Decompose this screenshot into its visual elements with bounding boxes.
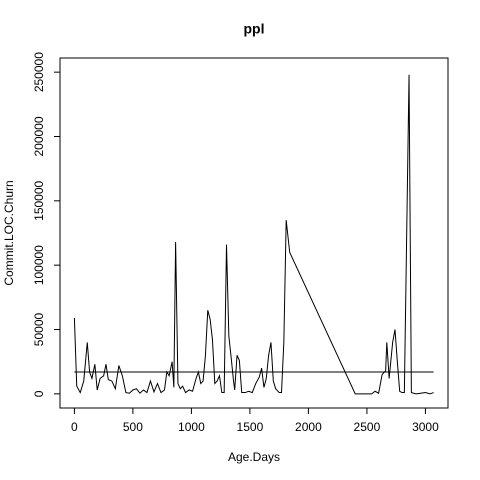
- y-tick-label: 150000: [32, 180, 46, 220]
- plot-frame: [59, 57, 449, 409]
- x-tick-label: 1500: [237, 420, 264, 434]
- x-tick-label: 0: [71, 420, 78, 434]
- y-tick-label: 200000: [32, 116, 46, 156]
- x-axis-label: Age.Days: [228, 450, 280, 464]
- x-tick-label: 3000: [412, 420, 439, 434]
- y-tick-label: 50000: [32, 312, 46, 346]
- chart-title: ppl: [244, 21, 265, 37]
- x-tick-label: 1000: [178, 420, 205, 434]
- y-tick-label: 100000: [32, 245, 46, 285]
- x-tick-label: 2000: [295, 420, 322, 434]
- data-line: [73, 74, 434, 395]
- x-tick-label: 500: [123, 420, 143, 434]
- y-tick-label: 0: [32, 390, 46, 397]
- y-axis-label: Commit.LOC.Churn: [2, 180, 16, 285]
- x-tick-label: 2500: [354, 420, 381, 434]
- y-tick-label: 250000: [32, 52, 46, 92]
